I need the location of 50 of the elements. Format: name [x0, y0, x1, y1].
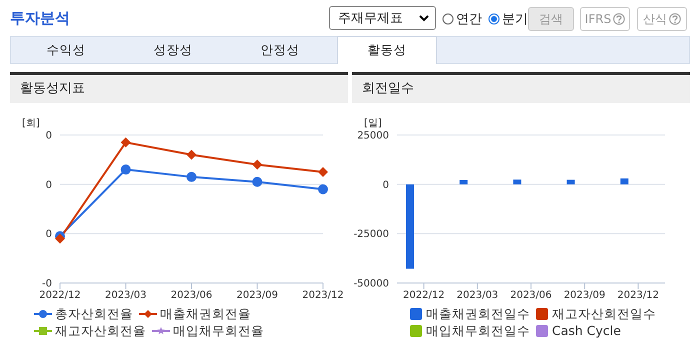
x-tick-label: 2023/09: [564, 290, 606, 302]
y-axis-title: [회]: [22, 117, 40, 130]
x-tick-label: 2023/03: [456, 290, 498, 302]
x-tick-label: 2023/03: [104, 290, 147, 302]
legend-label: 총자산회전율: [55, 305, 133, 322]
point: [252, 160, 262, 170]
text: 투자분석: [10, 9, 70, 28]
point: [55, 234, 65, 244]
y-tick-label: 0: [382, 180, 389, 191]
y-tick-label: 0: [46, 130, 52, 142]
text: 검색: [528, 7, 574, 31]
chart-title: 회전일수: [352, 72, 690, 103]
y-tick-label: 0: [46, 180, 52, 191]
text: 산식: [637, 7, 687, 31]
point: [120, 164, 131, 175]
point: [186, 150, 196, 160]
text: 분기: [502, 12, 528, 27]
text: 안정성: [260, 41, 300, 59]
legend-label: Cash Cycle: [552, 322, 621, 339]
text: 수익성: [46, 41, 86, 59]
point: [120, 137, 131, 148]
chart-title: 활동성지표: [10, 72, 348, 103]
x-tick-label: 2023/06: [170, 290, 212, 302]
point: [318, 167, 328, 177]
legend-label: 매출채권회전율: [160, 305, 251, 322]
y-tick-label: -0: [42, 278, 52, 290]
legend-label: 재고자산회전일수: [552, 305, 656, 322]
point: [186, 172, 196, 182]
y-tick-label: -25000: [354, 229, 389, 240]
legend-label: 매입채무회전일수: [426, 322, 530, 339]
text: 연간: [456, 12, 482, 27]
point: [252, 176, 262, 187]
text: 활동성: [337, 36, 437, 64]
point: [318, 184, 328, 194]
x-tick-label: 2023/06: [510, 290, 552, 302]
text: 성장성: [152, 41, 194, 59]
y-axis-title: [일]: [364, 117, 382, 130]
y-tick-label: 0: [46, 229, 52, 240]
text: 주재무제표: [338, 10, 404, 27]
x-tick-label: 2023/12: [302, 290, 344, 302]
x-tick-label: 2022/12: [403, 290, 445, 302]
legend-label: 매입채무회전율: [173, 322, 264, 339]
text: IFRS: [580, 7, 630, 31]
x-tick-label: 2023/09: [236, 290, 278, 302]
x-tick-label: 2023/12: [617, 290, 659, 302]
y-tick-label: 25000: [357, 130, 389, 142]
legend-label: 매출채권회전일수: [426, 305, 530, 322]
y-tick-label: -50000: [354, 278, 389, 290]
legend-label: 재고자산회전율: [55, 322, 146, 339]
x-tick-label: 2022/12: [39, 290, 81, 302]
